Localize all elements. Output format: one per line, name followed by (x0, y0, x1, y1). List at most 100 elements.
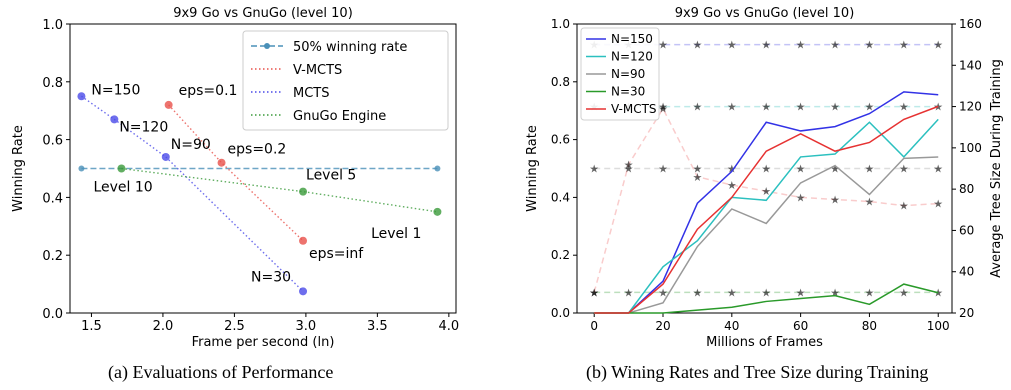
data-point (161, 152, 170, 161)
legend-box (580, 27, 660, 121)
data-point (78, 165, 85, 172)
tree-size-marker: ★ (830, 39, 840, 52)
tree-size-marker: ★ (864, 196, 874, 209)
legend-box (242, 30, 449, 131)
tree-size-marker: ★ (830, 193, 840, 206)
point-annotation: N=90 (171, 137, 211, 153)
tree-size-marker: ★ (624, 163, 634, 176)
tree-size-marker: ★ (830, 101, 840, 114)
y-axis-label: Winning Rate (11, 125, 26, 212)
legend-label: N=120 (611, 50, 653, 64)
plot-frame (576, 23, 953, 314)
legend-label: GnuGo Engine (293, 109, 386, 124)
tree-size-marker: ★ (830, 286, 840, 299)
y2-tick-label: 100 (959, 141, 982, 155)
y2-tick-label: 80 (959, 182, 974, 196)
x-axis-label: Frame per second (ln) (192, 335, 335, 350)
data-point (434, 165, 441, 172)
tree-size-marker: ★ (796, 101, 806, 114)
tree-size-marker: ★ (692, 101, 702, 114)
y-tick-label: 0.8 (551, 75, 570, 89)
tree-size-marker: ★ (727, 179, 737, 192)
tree-size-marker: ★ (933, 286, 943, 299)
series-line (594, 156, 939, 314)
tree-size-marker: ★ (692, 286, 702, 299)
performance-chart: 9x9 Go vs GnuGo (level 10) 1.5 2.0 2.5 3.0 3.… (11, 6, 460, 350)
legend-marker (264, 43, 270, 49)
tree-size-marker: ★ (864, 101, 874, 114)
tree-size-marker: ★ (864, 286, 874, 299)
tree-size-marker: ★ (933, 198, 943, 211)
tree-size-marker: ★ (624, 286, 634, 299)
point-annotation: N=150 (91, 82, 140, 98)
y2-tick-label: 20 (959, 306, 974, 320)
point-annotation: eps=0.1 (179, 83, 238, 99)
point-annotation: eps=0.2 (228, 142, 287, 158)
y-tick-label: 0.0 (551, 306, 570, 320)
y-tick-label: 0.6 (42, 134, 63, 149)
tree-size-marker: ★ (796, 286, 806, 299)
tree-size-marker: ★ (658, 39, 668, 52)
legend-label: N=150 (611, 32, 653, 46)
tree-size-marker: ★ (589, 163, 599, 176)
tree-size-marker: ★ (589, 286, 599, 299)
tree-size-marker: ★ (864, 39, 874, 52)
point-annotation: Level 5 (306, 168, 356, 184)
tree-size-marker: ★ (761, 39, 771, 52)
point-annotation: N=120 (119, 119, 168, 135)
x-tick-label: 2.0 (153, 319, 174, 334)
point-annotation: N=30 (251, 269, 291, 285)
y-axis-label: Winning Rate (525, 125, 540, 212)
x-tick-label: 0 (590, 319, 598, 333)
caption-right: (b) Wining Rates and Tree Size during Tr… (586, 362, 929, 382)
tree-size-marker: ★ (624, 158, 634, 171)
data-point (164, 100, 173, 109)
tree-size-marker: ★ (864, 163, 874, 176)
series-line (81, 95, 304, 292)
series-line (594, 118, 939, 314)
training-chart: 9x9 Go vs GnuGo (level 10) 0 20 40 60 80 100 0.… (525, 6, 1004, 350)
x-tick-label: 40 (724, 319, 739, 333)
tree-size-marker: ★ (589, 286, 599, 299)
plot-frame (69, 23, 457, 314)
x-tick-label: 4.0 (439, 319, 460, 334)
y2-tick-label: 160 (959, 17, 982, 31)
data-point (217, 158, 226, 167)
chart-title: 9x9 Go vs GnuGo (level 10) (173, 6, 353, 21)
tree-size-marker: ★ (899, 163, 909, 176)
tree-size-marker: ★ (830, 163, 840, 176)
tree-size-marker: ★ (899, 101, 909, 114)
legend-label: V-MCTS (293, 63, 342, 78)
tree-size-marker: ★ (899, 286, 909, 299)
y2-tick-label: 60 (959, 223, 974, 237)
tree-size-marker: ★ (761, 163, 771, 176)
y2-tick-label: 140 (959, 58, 982, 72)
series-line (594, 105, 939, 314)
tree-size-marker: ★ (933, 163, 943, 176)
y-tick-label: 0.4 (42, 191, 63, 206)
tree-size-marker: ★ (658, 101, 668, 114)
legend-label: N=30 (611, 85, 645, 99)
tree-size-marker: ★ (796, 191, 806, 204)
series-line (594, 283, 939, 314)
y-tick-label: 0.2 (42, 249, 63, 264)
data-point (117, 164, 126, 173)
x-tick-label: 100 (927, 319, 950, 333)
legend-label: V-MCTS (611, 102, 657, 116)
tree-size-marker: ★ (727, 39, 737, 52)
caption-left: (a) Evaluations of Performance (108, 362, 334, 382)
tree-size-marker: ★ (692, 171, 702, 184)
x-tick-label: 2.5 (224, 319, 245, 334)
legend-label: 50% winning rate (293, 40, 407, 55)
point-annotation: eps=inf (309, 246, 364, 262)
tree-size-marker: ★ (761, 185, 771, 198)
y-tick-label: 0.0 (42, 307, 63, 322)
data-point (433, 207, 442, 216)
tree-size-marker: ★ (899, 200, 909, 213)
x-tick-label: 20 (655, 319, 670, 333)
tree-size-marker: ★ (796, 39, 806, 52)
tree-size-marker: ★ (692, 163, 702, 176)
y-tick-label: 0.6 (551, 133, 570, 147)
data-point (110, 115, 119, 124)
data-point (299, 236, 308, 245)
